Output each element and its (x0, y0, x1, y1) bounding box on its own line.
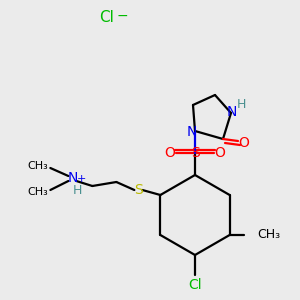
Text: S: S (134, 183, 143, 197)
Text: O: O (238, 136, 249, 150)
Text: H: H (73, 184, 82, 197)
Text: CH₃: CH₃ (28, 187, 48, 197)
Text: Cl: Cl (188, 278, 202, 292)
Text: N: N (187, 125, 197, 139)
Text: N: N (227, 105, 237, 119)
Text: H: H (236, 98, 246, 112)
Text: S: S (190, 146, 200, 160)
Text: +: + (77, 174, 86, 184)
Text: CH₃: CH₃ (258, 229, 281, 242)
Text: CH₃: CH₃ (28, 161, 48, 171)
Text: O: O (214, 146, 225, 160)
Text: O: O (165, 146, 176, 160)
Text: Cl: Cl (100, 11, 114, 26)
Text: N: N (67, 171, 77, 185)
Text: −: − (116, 9, 128, 23)
